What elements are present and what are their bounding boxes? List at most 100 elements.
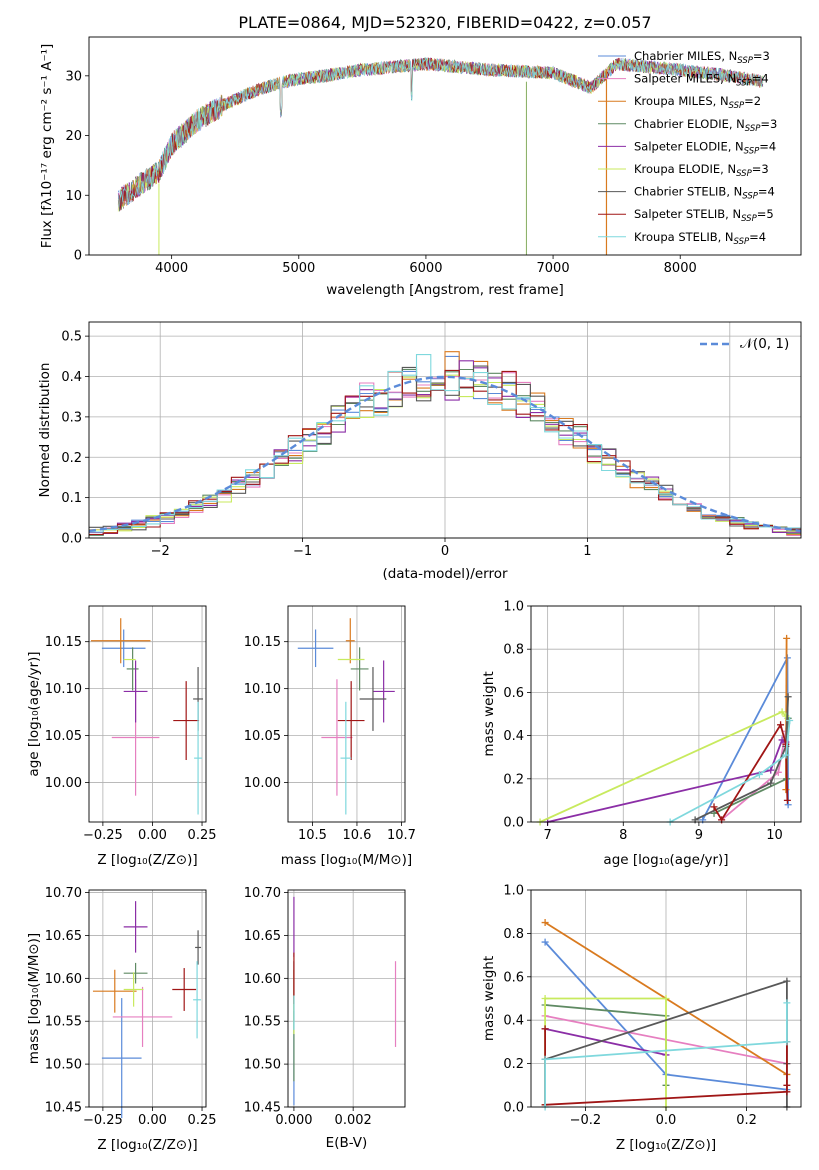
weight-marker	[541, 995, 549, 1002]
x-tick-label: −2	[151, 544, 170, 559]
y-tick-label: 10.10	[45, 682, 82, 697]
weight-marker	[541, 919, 549, 927]
errorbar-point	[123, 901, 148, 953]
errorbar-point	[123, 660, 148, 723]
weight-marker	[767, 779, 775, 787]
x-axis-label: Z [log₁₀(Z/Z⊙)]	[97, 1137, 197, 1153]
spectrum-series	[117, 57, 607, 210]
x-tick-label: 10	[766, 828, 783, 843]
y-tick-label: 10.65	[244, 929, 281, 944]
weight-series	[539, 710, 787, 823]
axes-weight_vs_age: 7 8 9 10 0.0 0.2 0.4 0.6 0.8 1.0 age [log₁₀(age/yr…	[481, 600, 802, 868]
errorbar-point	[90, 618, 151, 664]
plot-area	[92, 901, 202, 1119]
y-tick-label: 10.55	[45, 1015, 82, 1030]
y-tick-label: 0	[74, 249, 82, 264]
errorbar-point	[101, 998, 142, 1119]
weight-marker	[784, 801, 792, 809]
axes-age_vs_Z: −0.25 0.00 0.25 10.00 10.05 10.10 10.15 Z [log₁…	[26, 605, 217, 868]
legend-label: Salpeter STELIB, NSSP=5	[634, 207, 774, 224]
legend-label: Salpeter ELODIE, NSSP=4	[634, 139, 776, 156]
weight-marker	[783, 1038, 791, 1046]
x-tick-label: 0.25	[188, 828, 217, 843]
spectrum-series	[117, 57, 764, 208]
errorbar-point	[321, 679, 353, 796]
axes-frame	[88, 605, 207, 823]
x-axis-label: E(B-V)	[326, 1135, 368, 1151]
weight-marker	[755, 770, 763, 778]
errorbar-point	[112, 986, 173, 1047]
plot-area	[297, 618, 395, 815]
y-axis-label: mass [log₁₀(M/M⊙)]	[26, 933, 42, 1064]
x-axis-label: age [log₁₀(age/yr)]	[603, 852, 728, 868]
legend-label: Kroupa STELIB, NSSP=4	[634, 230, 766, 247]
y-tick-label: 10	[65, 189, 82, 204]
weight-series	[547, 738, 787, 823]
y-tick-label: 10.10	[244, 682, 281, 697]
x-tick-label: −0.25	[83, 1113, 123, 1128]
x-axis-label: Z [log₁₀(Z/Z⊙)]	[97, 852, 197, 868]
weight-marker	[786, 716, 794, 724]
weight-marker	[783, 796, 791, 804]
weight-series	[544, 1028, 667, 1056]
y-tick-label: 10.60	[244, 972, 281, 987]
y-tick-label: 0.4	[61, 370, 82, 385]
errorbar-point	[193, 961, 202, 1039]
x-tick-label: 10.5	[298, 828, 327, 843]
weight-marker	[782, 786, 790, 794]
y-tick-label: 10.15	[45, 635, 82, 650]
weight-marker	[778, 708, 786, 716]
y-tick-label: 10.50	[45, 1058, 82, 1073]
x-tick-label: 0.2	[736, 1113, 757, 1128]
y-tick-label: 0.3	[61, 410, 82, 425]
y-tick-label: 0.8	[503, 927, 524, 942]
legend: Chabrier MILES, NSSP=3 Salpeter MILES, NS…	[598, 49, 777, 247]
weight-marker	[710, 803, 718, 811]
y-tick-label: 10.45	[244, 1101, 281, 1116]
axes-frame	[88, 321, 802, 539]
x-tick-label: 7	[543, 828, 551, 843]
y-tick-label: 1.0	[503, 600, 524, 615]
axes-frame	[88, 889, 207, 1108]
plot-area	[89, 351, 801, 536]
y-axis-label: Flux [fλ10⁻¹⁷ erg cm⁻² s⁻¹ A⁻¹]	[39, 44, 55, 249]
legend: 𝒩(0, 1)	[700, 336, 789, 352]
legend-label: Kroupa ELODIE, NSSP=3	[634, 162, 769, 179]
y-tick-label: 0.5	[61, 330, 82, 345]
axes-mass_vs_Z: −0.25 0.00 0.25 10.45 10.50 10.55 10.60 10.65 10…	[26, 886, 217, 1153]
weight-marker	[541, 1055, 549, 1063]
x-tick-label: 0	[441, 544, 449, 559]
errorbar-point	[126, 647, 139, 691]
histogram-series	[89, 354, 801, 533]
weight-marker	[782, 740, 790, 748]
x-axis-label: (data-model)/error	[382, 566, 508, 582]
y-tick-label: 0.4	[503, 729, 524, 744]
y-axis-label: Normed distribution	[37, 363, 53, 498]
errorbar-point	[359, 667, 387, 731]
errorbar-point	[345, 618, 355, 664]
errorbar-point	[123, 972, 144, 1007]
y-tick-label: 0.0	[61, 532, 82, 547]
x-tick-label: 7000	[537, 261, 570, 276]
legend-label: Chabrier STELIB, NSSP=4	[634, 185, 775, 202]
x-tick-label: 0.000	[275, 1113, 312, 1128]
y-tick-label: 30	[65, 69, 82, 84]
x-tick-label: 2	[726, 544, 734, 559]
plot-area	[117, 57, 764, 255]
x-tick-label: 10.7	[387, 828, 416, 843]
x-axis-label: Z [log₁₀(Z/Z⊙)]	[616, 1137, 716, 1153]
weight-marker	[784, 693, 792, 701]
x-tick-label: −1	[293, 544, 312, 559]
legend-label: Chabrier MILES, NSSP=3	[634, 49, 770, 66]
weight-marker	[541, 1025, 549, 1033]
weight-marker	[782, 751, 790, 759]
y-tick-label: 10.55	[244, 1015, 281, 1030]
y-tick-label: 0.2	[503, 772, 524, 787]
figure-title: PLATE=0864, MJD=52320, FIBERID=0422, z=0…	[238, 13, 651, 32]
x-tick-label: 0.00	[138, 828, 167, 843]
errorbar-point	[340, 701, 352, 815]
weight-marker	[662, 995, 670, 1002]
errorbar-point	[173, 681, 200, 761]
x-tick-label: 8000	[664, 261, 697, 276]
